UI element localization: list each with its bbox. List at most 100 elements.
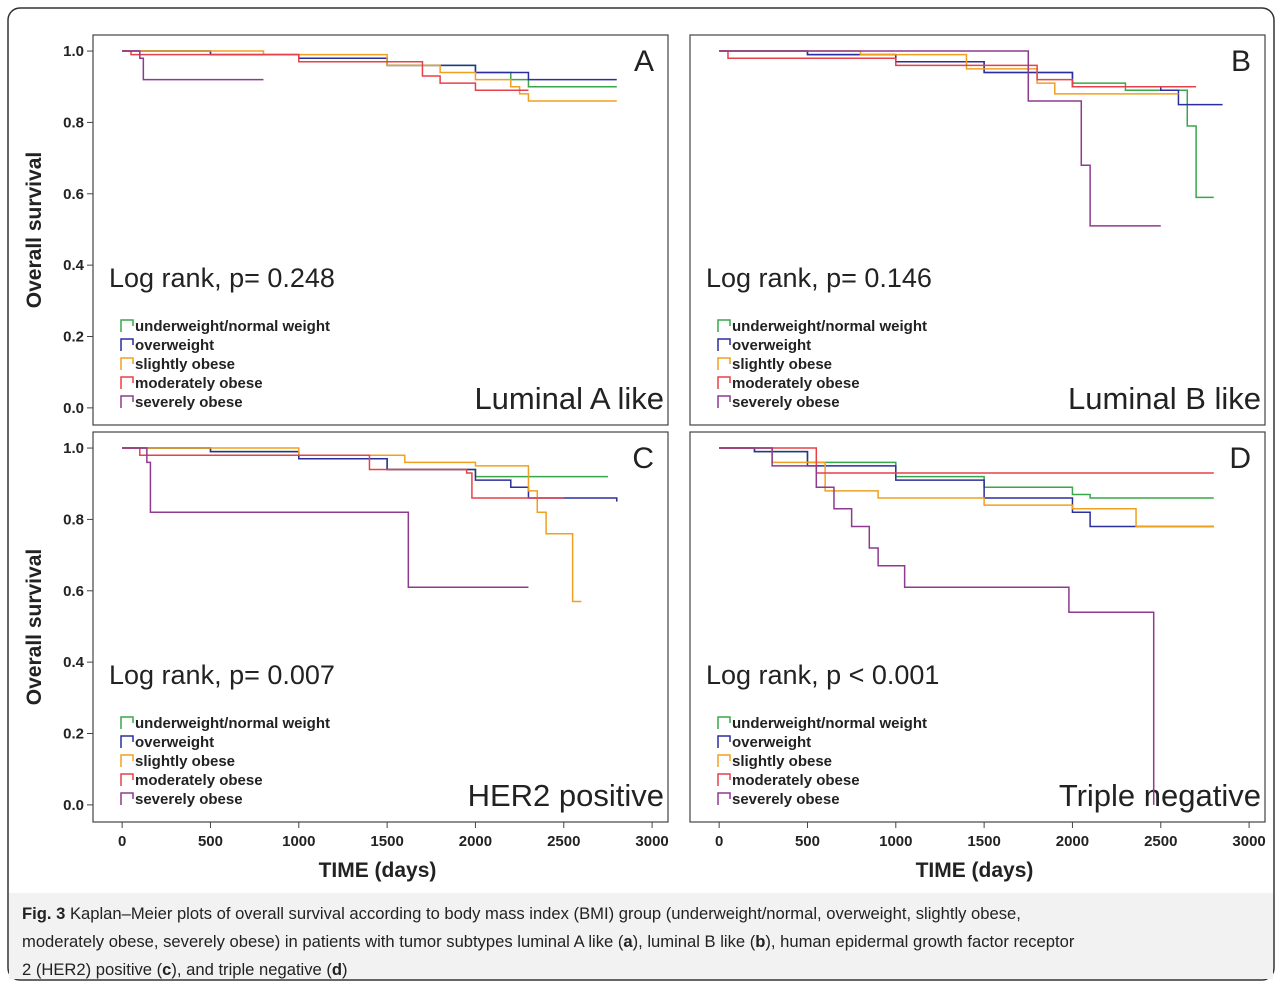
y-tick-label: 0.0	[63, 797, 84, 814]
legend-swatch	[120, 754, 134, 767]
survival-curve	[122, 447, 618, 502]
legend-label: moderately obese	[135, 772, 263, 789]
x-tick-label: 0	[118, 833, 126, 850]
legend-label: underweight/normal weight	[732, 715, 927, 732]
y-tick-label: 0.2	[63, 726, 84, 743]
subtype-label: HER2 positive	[468, 778, 664, 813]
caption-text: ), and triple negative (	[171, 960, 332, 979]
plot-frame	[689, 431, 1266, 823]
legend-swatch	[120, 716, 134, 729]
survival-curve	[719, 447, 1214, 474]
caption-text: 2 (HER2) positive (	[22, 960, 163, 979]
y-tick-label: 0.6	[63, 186, 84, 203]
x-tick-label: 500	[795, 833, 820, 850]
y-tick-label: 1.0	[63, 440, 84, 457]
y-tick-label: 0.2	[63, 329, 84, 346]
x-tick-label: 2000	[459, 833, 492, 850]
survival-curve	[122, 447, 529, 588]
legend-swatch	[717, 792, 731, 805]
x-tick-label: 3000	[1232, 833, 1265, 850]
caption-background	[9, 893, 1273, 979]
caption-text: ), human epidermal growth factor recepto…	[765, 932, 1074, 951]
y-tick-label: 0.8	[63, 511, 84, 528]
legend-swatch	[120, 792, 134, 805]
survival-curve	[122, 50, 529, 92]
legend-swatch	[120, 395, 134, 408]
legend-swatch	[717, 376, 731, 389]
y-axis-title: Overall survival	[23, 549, 46, 705]
subtype-label: Luminal B like	[1068, 381, 1261, 416]
legend-swatch	[120, 319, 134, 332]
legend-label: severely obese	[732, 791, 840, 808]
survival-curve	[122, 50, 264, 81]
subtype-label: Luminal A like	[474, 381, 664, 416]
plot-frame	[92, 34, 669, 426]
y-tick-label: 0.8	[63, 114, 84, 131]
legend-label: slightly obese	[732, 753, 832, 770]
legend-label: moderately obese	[135, 375, 263, 392]
caption-text: b	[755, 932, 765, 951]
legend-swatch	[120, 735, 134, 748]
legend-label: overweight	[732, 337, 811, 354]
annotation: Log rank, p < 0.001	[706, 660, 939, 690]
legend-swatch	[717, 716, 731, 729]
x-tick-label: 500	[198, 833, 223, 850]
panel-letter: B	[1231, 45, 1251, 78]
survival-curve	[719, 447, 1214, 528]
legend-swatch	[120, 376, 134, 389]
x-tick-label: 1500	[370, 833, 403, 850]
legend-label: severely obese	[732, 394, 840, 411]
annotation: Log rank, p= 0.146	[706, 263, 932, 293]
x-tick-label: 1000	[879, 833, 912, 850]
annotation: Log rank, p= 0.248	[109, 263, 335, 293]
caption-text: moderately obese, severely obese) in pat…	[22, 932, 624, 951]
legend-swatch	[717, 338, 731, 351]
legend-label: slightly obese	[135, 753, 235, 770]
panel-letter: D	[1229, 442, 1251, 475]
survival-curve	[122, 447, 564, 499]
x-tick-label: 3000	[635, 833, 668, 850]
caption-text: d	[332, 960, 342, 979]
legend-swatch	[717, 735, 731, 748]
caption-line: 2 (HER2) positive (c), and triple negati…	[22, 960, 348, 979]
legend-swatch	[717, 319, 731, 332]
subtype-label: Triple negative	[1059, 778, 1261, 813]
legend-label: overweight	[135, 734, 214, 751]
legend-label: underweight/normal weight	[732, 318, 927, 335]
legend-label: underweight/normal weight	[135, 715, 330, 732]
plot-frame	[689, 34, 1266, 426]
survival-curve	[122, 50, 617, 102]
caption-text: )	[342, 960, 348, 979]
x-axis-title: TIME (days)	[319, 859, 437, 882]
x-axis-title: TIME (days)	[916, 859, 1034, 882]
legend-swatch	[120, 773, 134, 786]
x-tick-label: 2500	[547, 833, 580, 850]
legend-swatch	[120, 338, 134, 351]
annotation: Log rank, p= 0.007	[109, 660, 335, 690]
plot-frame	[92, 431, 669, 823]
survival-curve	[719, 447, 1214, 528]
survival-curve	[719, 50, 1197, 88]
legend-label: severely obese	[135, 394, 243, 411]
caption-line: moderately obese, severely obese) in pat…	[22, 932, 1075, 951]
legend-label: slightly obese	[135, 356, 235, 373]
legend-swatch	[717, 754, 731, 767]
caption-text: c	[162, 960, 171, 979]
x-tick-label: 2000	[1056, 833, 1089, 850]
survival-curve	[719, 447, 1155, 805]
panel-letter: A	[634, 45, 654, 78]
legend-swatch	[717, 395, 731, 408]
legend-label: overweight	[135, 337, 214, 354]
y-tick-label: 0.0	[63, 400, 84, 417]
survival-curve	[719, 50, 1179, 95]
legend-label: moderately obese	[732, 375, 860, 392]
legend-label: moderately obese	[732, 772, 860, 789]
legend-swatch	[120, 357, 134, 370]
legend-label: severely obese	[135, 791, 243, 808]
legend-swatch	[717, 357, 731, 370]
legend-label: overweight	[732, 734, 811, 751]
caption-text: ), luminal B like (	[633, 932, 756, 951]
survival-curve	[719, 50, 1161, 227]
x-tick-label: 2500	[1144, 833, 1177, 850]
y-tick-label: 0.4	[63, 257, 85, 274]
